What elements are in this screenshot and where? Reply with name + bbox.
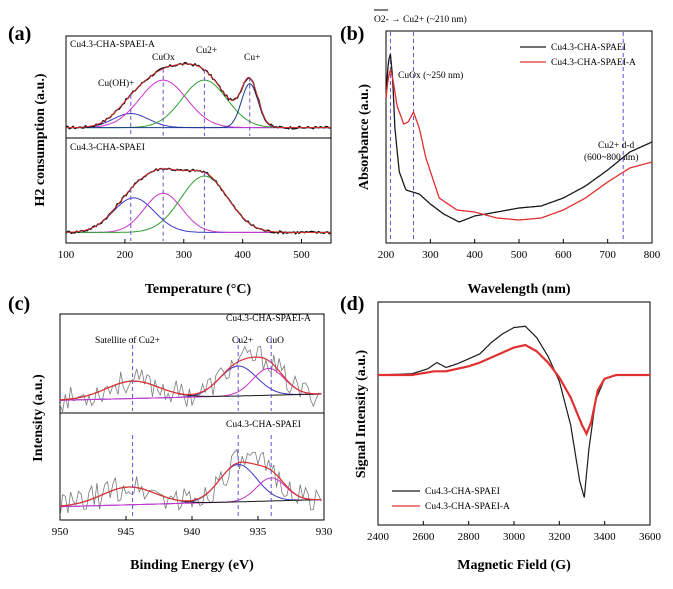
panel-d-tick-label: 3000 — [503, 531, 526, 543]
panel-a-curves — [65, 61, 332, 241]
panel-b-tick-label: 200 — [378, 249, 395, 261]
legend-label-d-2: Cu4.3-CHA-SPAEI-A — [425, 502, 510, 512]
panel-d-tick-label: 2800 — [458, 531, 481, 543]
fit-envelope — [65, 168, 331, 233]
panel-d-tick-label: 2600 — [412, 531, 435, 543]
fit-peak-cuo — [59, 477, 322, 508]
fit-envelope — [59, 461, 322, 507]
panel-a-tick-label: 500 — [293, 249, 310, 261]
panel-c-bottom-sample-label: Cu4.3-CHA-SPAEI — [226, 420, 301, 430]
panel-d-tick-label: 3600 — [639, 531, 662, 543]
panel-b-tick-label: 700 — [599, 249, 616, 261]
panel-a-y-axis-label: H2 consumption (a.u.) — [33, 73, 48, 206]
panel-b-legend: Cu4.3-CHA-SPAEI Cu4.3-CHA-SPAEI-A — [520, 43, 636, 68]
panel-c-label: (c) — [8, 293, 30, 315]
panel-c-y-axis-label: Intensity (a.u.) — [31, 374, 46, 462]
panel-c-tick-label: 940 — [184, 526, 201, 538]
panel-b-label: (b) — [340, 23, 364, 45]
panel-c-tick-label: 935 — [250, 526, 267, 538]
panel-d: (d) Cu4.3-CHA-SPAEI Cu4.3-CHA-SPAEI-A 24… — [340, 293, 662, 573]
panel-d-tick-label: 3400 — [594, 531, 617, 543]
peak-label-cuoh: Cu(OH)+ — [98, 78, 135, 89]
panel-b: (b) O2- → Cu2+ (~210 nm) CuOx (~250 nm) … — [340, 9, 661, 297]
panel-a-tick-label: 100 — [58, 249, 75, 261]
panel-b-tick-label: 500 — [511, 249, 528, 261]
peak-label-cuox: CuOx — [152, 53, 175, 63]
legend-label-b-1: Cu4.3-CHA-SPAEI — [551, 43, 626, 53]
panel-b-dd-range-annotation: (600~800 nm) — [584, 152, 638, 163]
panel-b-dd-annotation: Cu2+ d-d — [598, 141, 634, 151]
peak-label-cu2plus: Cu2+ — [196, 46, 217, 56]
panel-c-cu2plus-label: Cu2+ — [232, 336, 253, 346]
fit-peak-cuo — [59, 367, 322, 401]
panel-d-curves — [378, 325, 650, 498]
panel-d-x-ticks: 2400 2600 2800 3000 3200 3400 3600 — [367, 521, 662, 543]
panel-c-tick-label: 945 — [118, 526, 135, 538]
panel-b-x-axis-label: Wavelength (nm) — [467, 282, 570, 297]
panel-c-tick-label: 950 — [52, 526, 69, 538]
panel-d-tick-label: 3200 — [548, 531, 571, 543]
series-line-1 — [385, 53, 653, 223]
panel-c-x-ticks: 950 945 940 935 930 — [52, 516, 333, 538]
panel-c-curves — [59, 338, 322, 519]
panel-a-tick-label: 300 — [176, 249, 193, 261]
peak-label-cuplus: Cu+ — [244, 53, 260, 63]
fit-envelope — [66, 63, 331, 129]
panel-c-cuo-label: CuO — [266, 336, 284, 346]
panel-c-tick-label: 930 — [316, 526, 333, 538]
panel-b-tick-label: 300 — [422, 249, 439, 261]
panel-b-curves — [374, 9, 653, 243]
panel-a-tick-label: 200 — [117, 249, 134, 261]
series-line-2 — [378, 343, 650, 437]
panel-b-top-annotation: O2- → Cu2+ (~210 nm) — [374, 14, 467, 25]
panel-b-tick-label: 800 — [644, 249, 661, 261]
fit-envelope — [59, 356, 322, 401]
panel-c-top-sample-label: Cu4.3-CHA-SPAEI-A — [226, 314, 311, 324]
panel-c-x-axis-label: Binding Energy (eV) — [130, 558, 254, 573]
panel-a-bottom-sample-label: Cu4.3-CHA-SPAEI — [70, 143, 145, 153]
panel-b-y-axis-label: Absorbance (a.u.) — [357, 84, 372, 191]
panel-c: (c) Cu4.3-CHA-SPAEI-A Cu4.3-CHA-SPAEI Sa… — [8, 293, 333, 573]
experimental-curve — [66, 61, 332, 130]
panel-b-cuox-annotation: CuOx (~250 nm) — [398, 70, 463, 81]
panel-d-label: (d) — [340, 293, 364, 315]
legend-label-d-1: Cu4.3-CHA-SPAEI — [425, 487, 500, 497]
panel-a-x-ticks: 100 200 300 400 500 — [58, 239, 310, 261]
panel-d-legend: Cu4.3-CHA-SPAEI Cu4.3-CHA-SPAEI-A — [392, 487, 510, 512]
panel-b-tick-label: 400 — [466, 249, 483, 261]
panel-a-x-axis-label: Temperature (°C) — [145, 282, 252, 297]
panel-b-x-ticks: 200 300 400 500 600 700 800 — [378, 239, 661, 261]
panel-a-top-sample-label: Cu4.3-CHA-SPAEI-A — [70, 40, 155, 50]
legend-label-b-2: Cu4.3-CHA-SPAEI-A — [551, 58, 636, 68]
panel-a-label: (a) — [8, 23, 31, 45]
panel-b-tick-label: 600 — [555, 249, 572, 261]
panel-a: (a) Cu4.3-CHA-SPAEI-A Cu4.3-CHA-SPAEI Cu… — [8, 23, 332, 297]
panel-c-satellite-label: Satellite of Cu2+ — [95, 335, 160, 346]
series-line-2 — [385, 67, 653, 221]
panel-a-tick-label: 400 — [234, 249, 251, 261]
panel-a-frame — [65, 35, 332, 244]
panel-d-y-axis-label: Signal Intensity (a.u.) — [354, 349, 369, 478]
panel-d-tick-label: 2400 — [367, 531, 390, 543]
panel-d-x-axis-label: Magnetic Field (G) — [457, 558, 571, 573]
